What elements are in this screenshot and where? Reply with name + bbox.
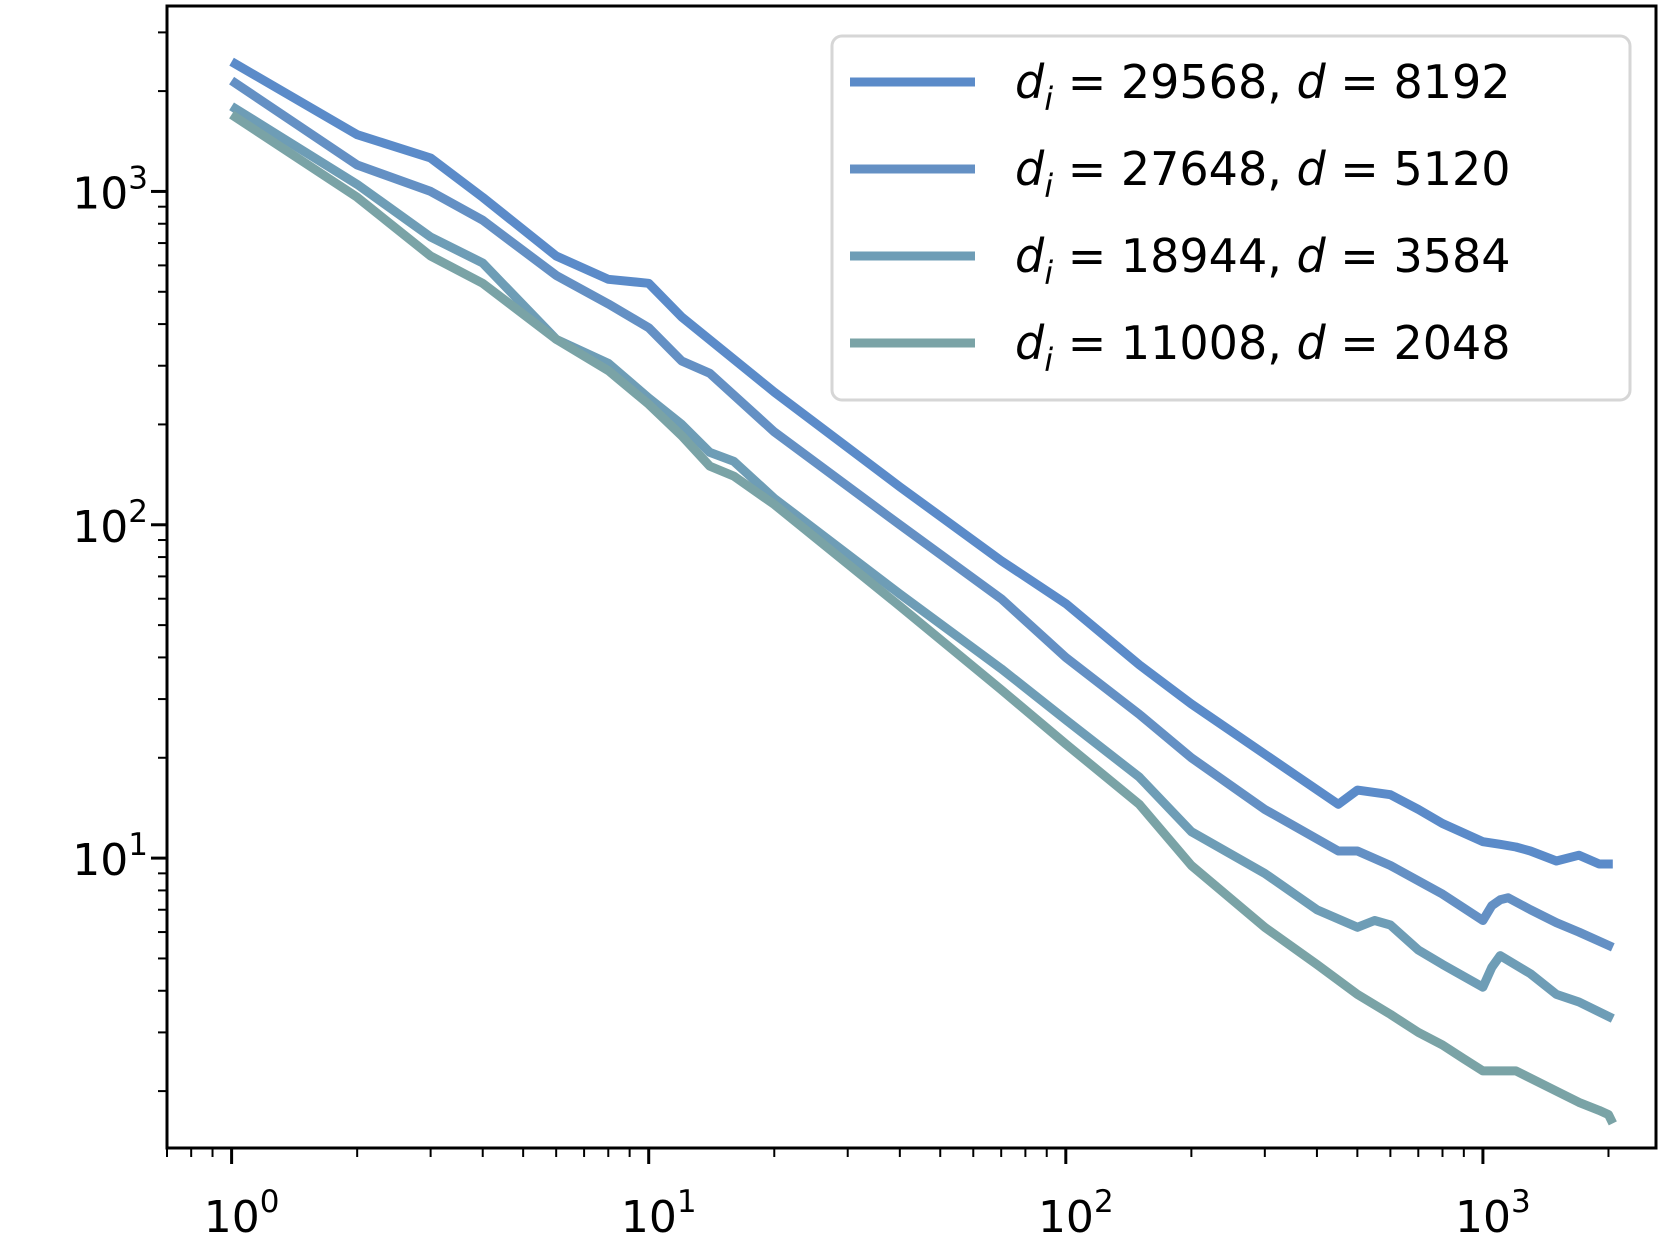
y-tick-label: 103 [72,160,148,219]
legend-label-1: di = 29568, d = 8192 [1015,55,1511,118]
axis-tick-labels: 100 101 102 103 101 102 103 [72,160,1531,1243]
x-tick-label: 100 [204,1184,280,1243]
axis-ticks [151,31,1610,1164]
legend-box [830,34,1632,402]
legend-label-2: di = 27648, d = 5120 [1015,142,1511,205]
x-tick-label: 103 [1455,1184,1531,1243]
series-line-1 [229,57,1613,869]
y-tick-label: 101 [72,827,148,886]
series-line-4 [229,110,1617,1126]
x-tick-label: 101 [621,1184,697,1243]
y-tick-label: 102 [72,494,148,553]
legend-label-4: di = 11008, d = 2048 [1015,316,1511,379]
series-line-2 [229,76,1615,952]
series-line-3 [229,102,1615,1023]
plot-lines [229,57,1617,1126]
legend: di = 29568, d = 8192 di = 27648, d = 5120… [830,34,1632,402]
x-tick-label: 102 [1038,1184,1114,1243]
legend-label-3: di = 18944, d = 3584 [1015,229,1511,292]
